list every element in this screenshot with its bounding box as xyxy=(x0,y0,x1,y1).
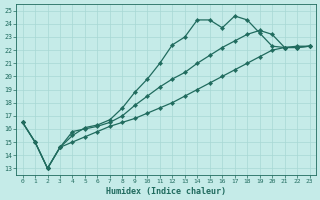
X-axis label: Humidex (Indice chaleur): Humidex (Indice chaleur) xyxy=(106,187,226,196)
